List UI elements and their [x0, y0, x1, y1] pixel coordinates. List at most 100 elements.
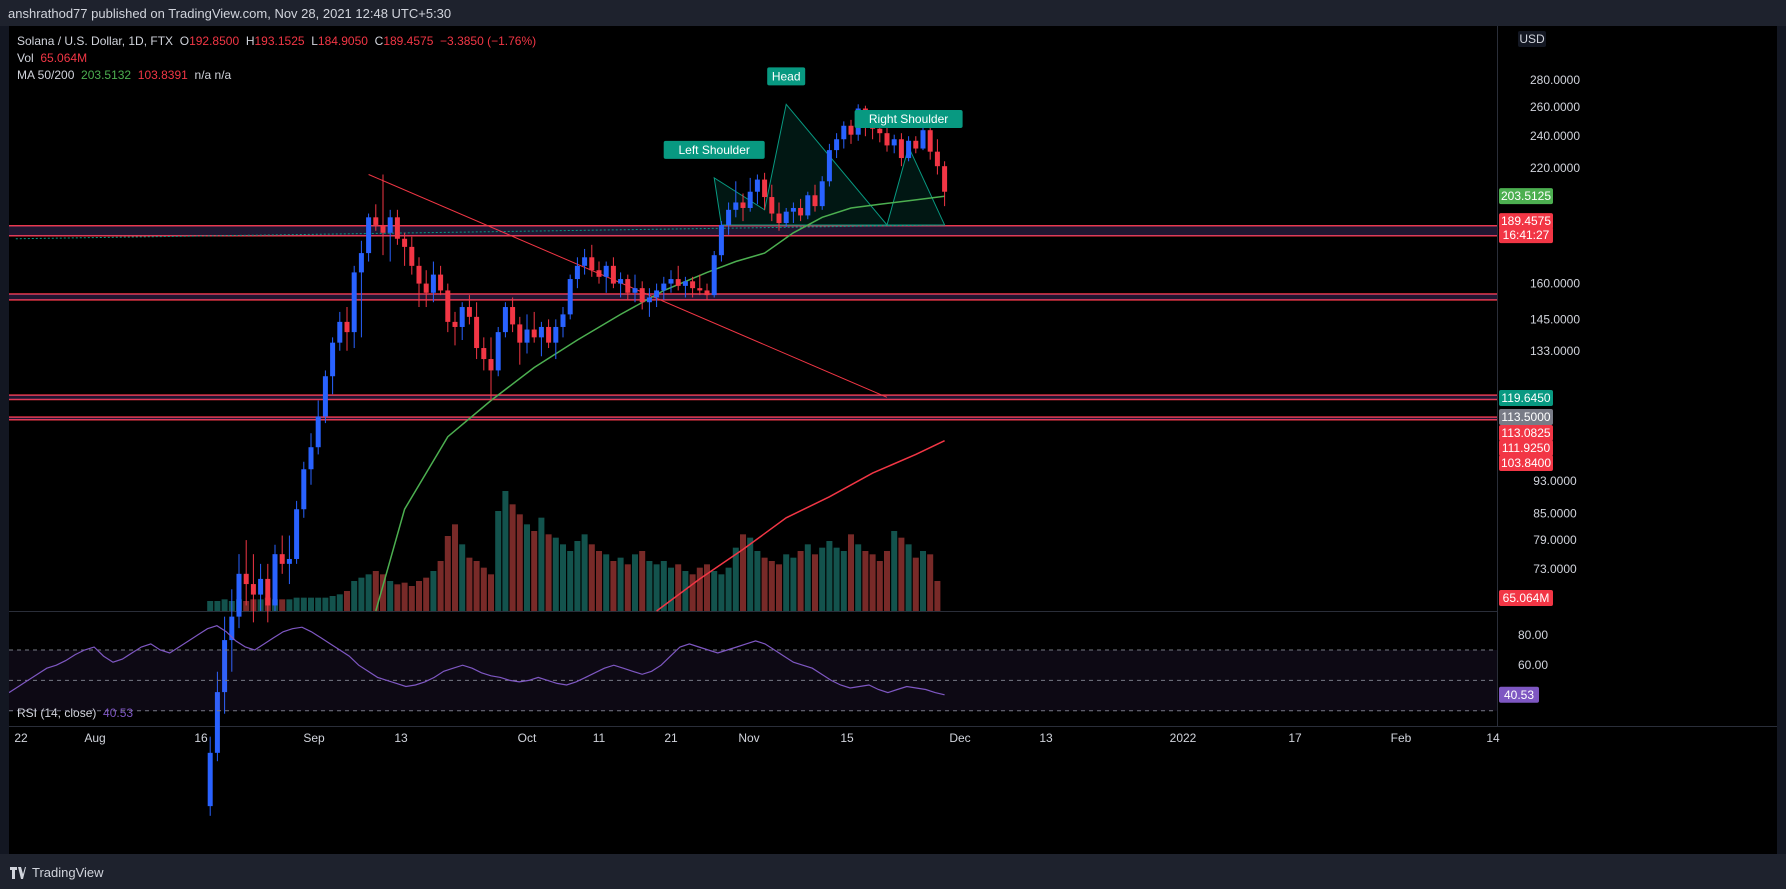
candle-body[interactable]	[322, 376, 328, 417]
candle-body[interactable]	[301, 469, 307, 510]
candle-body[interactable]	[366, 217, 372, 254]
pattern-label-box[interactable]	[663, 140, 765, 159]
price-badge-volume[interactable]	[1499, 590, 1553, 606]
candle-body[interactable]	[459, 307, 465, 327]
candle-body[interactable]	[675, 279, 681, 286]
candle-body[interactable]	[337, 321, 343, 343]
candle-body[interactable]	[790, 207, 796, 212]
candle-body[interactable]	[682, 281, 688, 286]
candle-body[interactable]	[927, 130, 933, 152]
candle-body[interactable]	[733, 202, 739, 210]
price-badge-last[interactable]	[1499, 213, 1553, 230]
candle-body[interactable]	[423, 283, 429, 293]
candle-body[interactable]	[589, 257, 595, 271]
candle-body[interactable]	[308, 447, 314, 470]
price-badge-ma50[interactable]	[1499, 188, 1553, 205]
candle-body[interactable]	[272, 554, 278, 606]
price-badge-red[interactable]	[1499, 455, 1553, 471]
candle-body[interactable]	[445, 290, 451, 322]
candle-body[interactable]	[783, 211, 789, 224]
tradingview-logo[interactable]: TradingView	[10, 865, 104, 880]
candle-body[interactable]	[646, 297, 652, 303]
candle-body[interactable]	[668, 279, 674, 284]
candle-body[interactable]	[704, 290, 710, 296]
candle-body[interactable]	[718, 224, 724, 256]
candle-body[interactable]	[538, 326, 544, 338]
candle-body[interactable]	[891, 139, 897, 146]
ma-label[interactable]: MA 50/200	[17, 68, 75, 82]
price-badge-teal[interactable]	[1499, 390, 1553, 406]
candle-body[interactable]	[373, 217, 379, 225]
price-badge-countdown[interactable]	[1499, 227, 1553, 244]
candle-body[interactable]	[294, 509, 300, 559]
candle-body[interactable]	[481, 348, 487, 360]
candle-body[interactable]	[222, 640, 228, 693]
candle-body[interactable]	[243, 573, 249, 585]
candle-body[interactable]	[279, 554, 285, 564]
chart-frame[interactable]: Left Shoulder Head Right Shoulder 280.0000 2…	[9, 26, 1777, 854]
candle-body[interactable]	[358, 253, 364, 273]
candle-body[interactable]	[416, 265, 422, 284]
candle-body[interactable]	[474, 316, 480, 349]
candle-body[interactable]	[546, 326, 552, 343]
candle-body[interactable]	[524, 329, 530, 343]
rsi-line[interactable]	[9, 625, 945, 696]
candle-body[interactable]	[906, 140, 912, 159]
candle-body[interactable]	[898, 139, 904, 159]
candle-body[interactable]	[762, 179, 768, 198]
candle-body[interactable]	[207, 752, 213, 807]
candle-body[interactable]	[632, 288, 638, 293]
candle-body[interactable]	[258, 578, 264, 595]
candle-body[interactable]	[265, 578, 271, 606]
candle-body[interactable]	[394, 217, 400, 239]
symbol-label[interactable]: Solana / U.S. Dollar, 1D, FTX	[17, 34, 174, 48]
candle-body[interactable]	[877, 128, 883, 134]
candle-body[interactable]	[711, 255, 717, 296]
candle-body[interactable]	[884, 133, 890, 146]
candle-body[interactable]	[913, 140, 919, 149]
candle-body[interactable]	[409, 246, 415, 266]
candle-body[interactable]	[618, 279, 624, 284]
rsi-label[interactable]: RSI (14, close)	[17, 706, 97, 720]
candle-body[interactable]	[582, 257, 588, 266]
candle-body[interactable]	[330, 342, 336, 377]
ma50-line[interactable]	[375, 195, 945, 612]
chart-canvas[interactable]: Left Shoulder Head Right Shoulder 280.0000 2…	[9, 26, 1777, 854]
candle-body[interactable]	[380, 224, 386, 233]
candle-body[interactable]	[769, 197, 775, 214]
candle-body[interactable]	[603, 265, 609, 277]
price-badge-red[interactable]	[1499, 440, 1553, 456]
candle-body[interactable]	[596, 270, 602, 277]
candle-body[interactable]	[826, 150, 832, 182]
price-badge-gray[interactable]	[1499, 409, 1553, 425]
candle-body[interactable]	[531, 329, 537, 338]
candle-body[interactable]	[495, 332, 501, 371]
candle-body[interactable]	[805, 195, 811, 216]
candle-body[interactable]	[776, 213, 782, 224]
candle-body[interactable]	[466, 307, 472, 317]
candle-body[interactable]	[819, 181, 825, 207]
candle-body[interactable]	[502, 307, 508, 333]
candle-body[interactable]	[402, 238, 408, 247]
volume-label[interactable]: Vol	[17, 51, 34, 65]
candle-body[interactable]	[654, 290, 660, 298]
candle-body[interactable]	[834, 139, 840, 151]
candle-body[interactable]	[798, 207, 804, 216]
candle-body[interactable]	[488, 359, 494, 371]
candle-body[interactable]	[740, 202, 746, 208]
pattern-label-box[interactable]	[767, 67, 806, 86]
candle-body[interactable]	[934, 151, 940, 167]
candle-body[interactable]	[661, 283, 667, 291]
candle-body[interactable]	[567, 279, 573, 315]
candle-body[interactable]	[754, 179, 760, 192]
candle-body[interactable]	[560, 314, 566, 327]
ma200-line[interactable]	[656, 440, 945, 612]
candle-body[interactable]	[553, 326, 559, 343]
candle-body[interactable]	[510, 307, 516, 325]
candle-body[interactable]	[229, 616, 235, 641]
candle-body[interactable]	[726, 209, 732, 225]
neckline[interactable]	[15, 224, 945, 240]
candle-body[interactable]	[920, 130, 926, 149]
candle-body[interactable]	[848, 125, 854, 135]
candle-body[interactable]	[286, 558, 292, 564]
